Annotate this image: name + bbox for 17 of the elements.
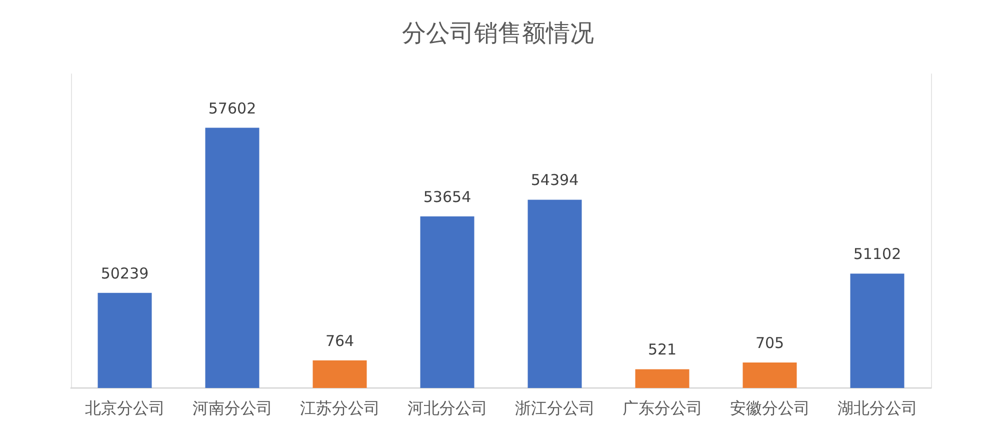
data-label: 54394 xyxy=(530,171,579,190)
data-label: 53654 xyxy=(423,188,472,206)
x-tick-label: 广东分公司 xyxy=(622,398,702,418)
x-tick-label: 安徽分公司 xyxy=(730,398,810,418)
x-tick-label: 湖北分公司 xyxy=(837,398,918,418)
data-label: 521 xyxy=(648,340,677,359)
chart-title: 分公司销售额情况 xyxy=(402,19,594,47)
data-label: 51102 xyxy=(853,245,902,264)
x-tick-label: 江苏分公司 xyxy=(300,398,380,418)
data-label: 50239 xyxy=(100,264,149,282)
x-tick-label: 北京分公司 xyxy=(84,398,165,418)
x-tick-label: 浙江分公司 xyxy=(514,398,595,418)
data-label: 57602 xyxy=(208,99,256,118)
data-label: 764 xyxy=(325,332,354,350)
data-label: 705 xyxy=(755,334,784,352)
x-tick-label: 河北分公司 xyxy=(407,398,488,418)
x-tick-label: 河南分公司 xyxy=(192,398,272,418)
